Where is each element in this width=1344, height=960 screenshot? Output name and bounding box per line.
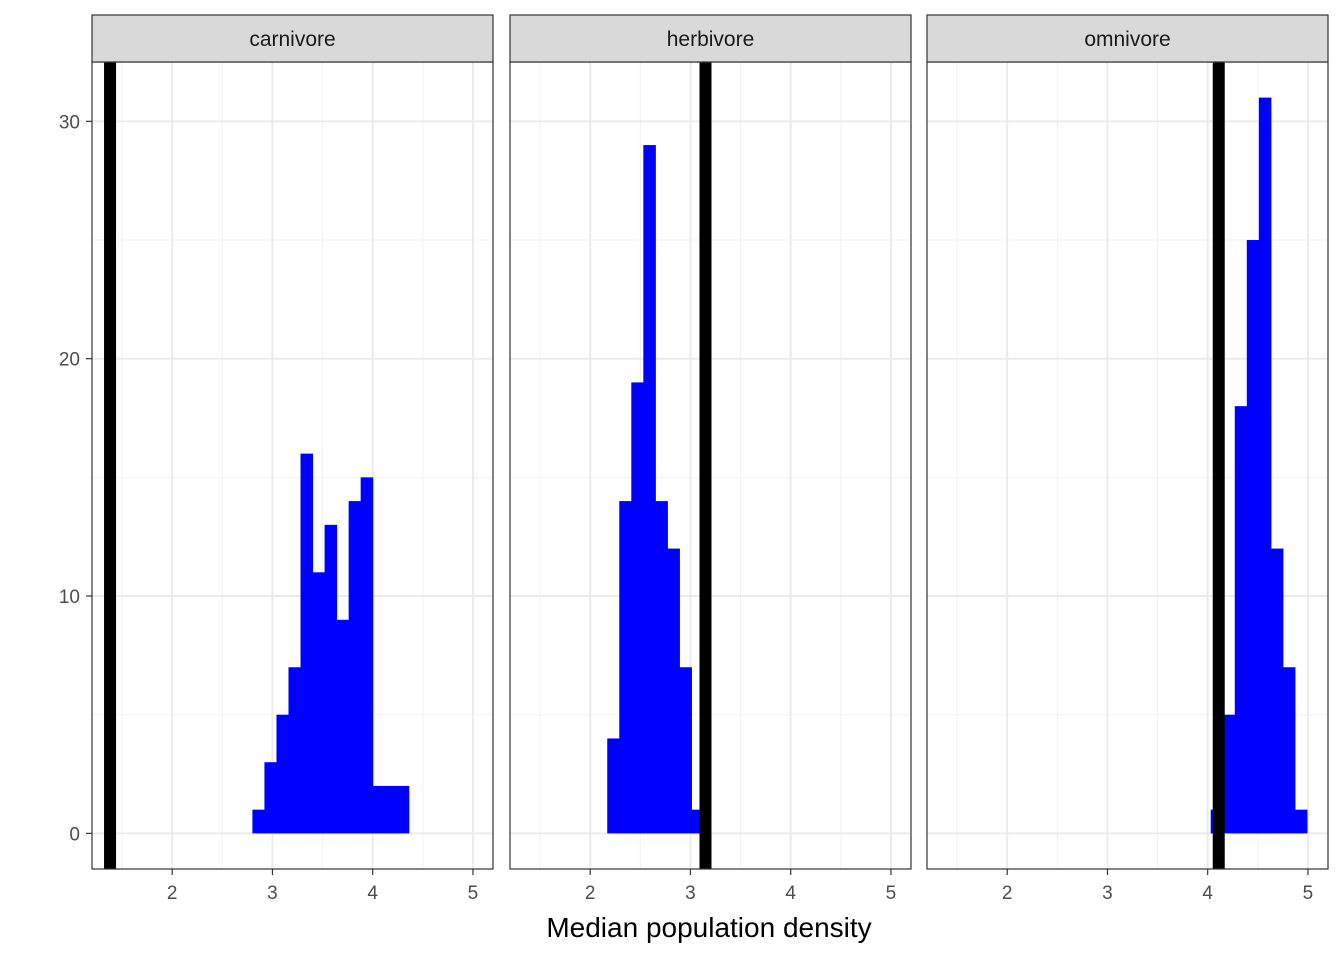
histogram-bar <box>324 524 338 834</box>
x-tick-label: 2 <box>167 883 178 904</box>
x-tick-label: 2 <box>585 883 596 904</box>
histogram-bar <box>619 501 632 834</box>
y-axis: 0 10 20 30 <box>59 112 92 845</box>
facet-strip <box>91 14 494 63</box>
facet-panels: carnivore 2 3 4 5 herbivore 2 3 4 5 omnivore 2 3 4 5 <box>91 14 1329 904</box>
facet-omnivore: omnivore 2 3 4 5 <box>926 14 1329 904</box>
reference-vline <box>1212 62 1225 869</box>
histogram-bar <box>667 548 680 834</box>
y-tick-label: 20 <box>59 350 80 371</box>
x-tick-label: 5 <box>886 883 897 904</box>
reference-vline <box>104 62 117 869</box>
histogram-bar <box>252 809 265 834</box>
x-tick-label: 2 <box>1002 883 1013 904</box>
y-tick-label: 30 <box>59 112 80 133</box>
histogram-bar <box>372 785 386 834</box>
histogram-bar <box>643 145 656 834</box>
x-tick-label: 3 <box>1102 883 1113 904</box>
histogram-bar <box>360 477 374 834</box>
x-tick-label: 4 <box>785 883 796 904</box>
histogram-bar <box>1246 240 1260 834</box>
facet-strip-label: omnivore <box>1084 28 1170 51</box>
histogram-bar <box>1234 406 1248 834</box>
histogram-bar <box>288 667 302 834</box>
x-axis-title: Median population density <box>546 912 871 943</box>
y-tick-label: 10 <box>59 587 80 608</box>
histogram-bar <box>276 714 289 834</box>
x-tick-label: 4 <box>1202 883 1213 904</box>
facet-strip-label: herbivore <box>667 28 755 51</box>
histogram-bar <box>679 667 692 834</box>
x-tick-label: 3 <box>685 883 696 904</box>
histogram-bar <box>300 453 314 834</box>
reference-vline <box>699 62 712 869</box>
y-tick-label: 0 <box>69 824 80 845</box>
facet-strip-label: carnivore <box>249 28 335 51</box>
histogram-bar <box>396 785 410 834</box>
histogram-bar <box>1282 667 1296 834</box>
facet-herbivore: herbivore 2 3 4 5 <box>509 14 912 904</box>
facet-strip <box>926 14 1329 63</box>
histogram-bar <box>1258 97 1272 834</box>
x-tick-label: 5 <box>1303 883 1314 904</box>
facet-strip <box>509 14 912 63</box>
histogram-bar <box>336 619 350 834</box>
facet-carnivore: carnivore 2 3 4 5 <box>91 14 494 904</box>
histogram-bar <box>348 501 362 834</box>
histogram-bar <box>631 382 644 834</box>
histogram-bar <box>1222 714 1236 834</box>
histogram-bar <box>607 738 620 834</box>
histogram-bar <box>384 785 398 834</box>
x-tick-label: 4 <box>367 883 378 904</box>
histogram-bar <box>655 501 668 834</box>
histogram-bar <box>264 762 277 834</box>
x-tick-label: 3 <box>267 883 278 904</box>
histogram-bar <box>1270 548 1284 834</box>
histogram-bar <box>312 572 326 834</box>
x-tick-label: 5 <box>468 883 479 904</box>
histogram-bar <box>1294 809 1308 834</box>
